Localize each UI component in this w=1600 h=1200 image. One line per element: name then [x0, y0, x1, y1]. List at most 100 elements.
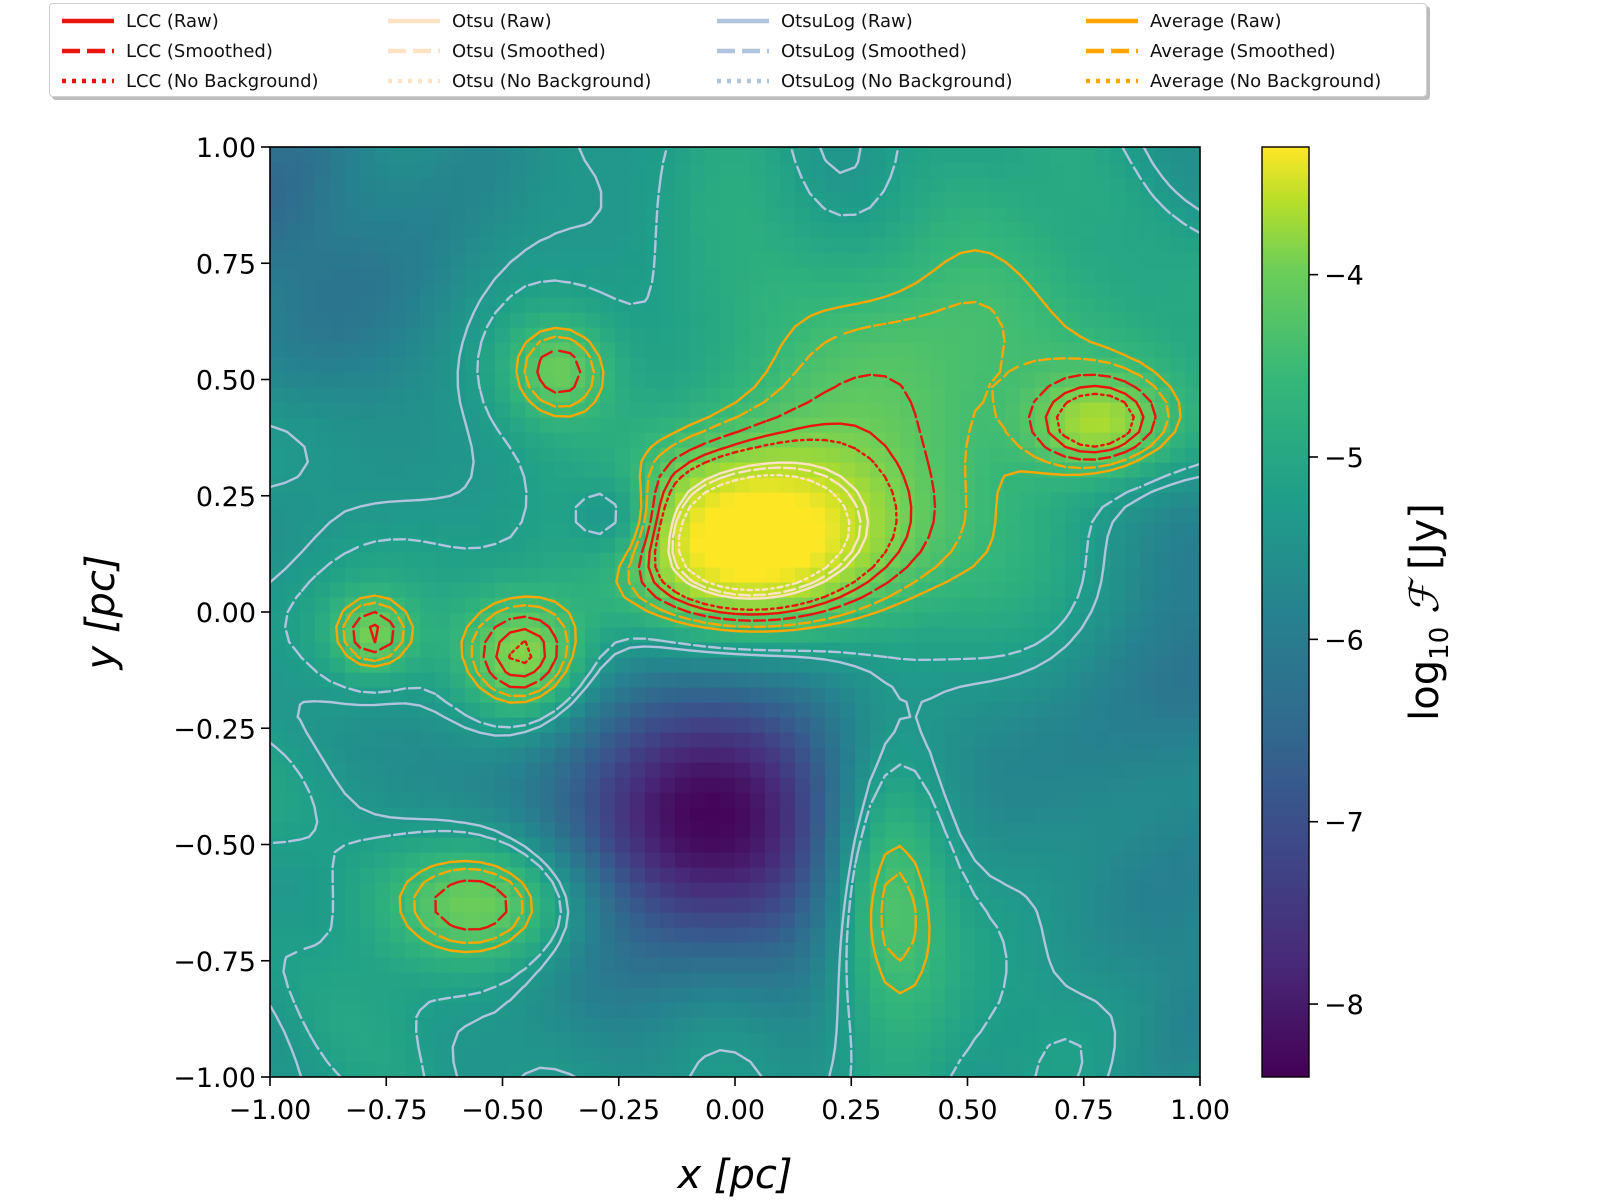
- heatmap-cell: [1020, 147, 1036, 163]
- heatmap-cell: [315, 537, 331, 553]
- heatmap-cell: [585, 237, 601, 253]
- heatmap-cell: [600, 912, 616, 928]
- heatmap-cell: [1065, 672, 1081, 688]
- heatmap-cell: [480, 627, 496, 643]
- heatmap-cell: [660, 747, 676, 763]
- heatmap-cell: [495, 372, 511, 388]
- heatmap-cell: [495, 717, 511, 733]
- heatmap-cell: [630, 402, 646, 418]
- heatmap-cell: [990, 957, 1006, 973]
- heatmap-cell: [480, 162, 496, 178]
- heatmap-cell: [585, 657, 601, 673]
- heatmap-cell: [435, 747, 451, 763]
- heatmap-cell: [975, 852, 991, 868]
- heatmap-cell: [900, 417, 916, 433]
- heatmap-cell: [1020, 237, 1036, 253]
- heatmap-cell: [645, 1032, 661, 1048]
- heatmap-cell: [975, 972, 991, 988]
- heatmap-cell: [780, 597, 796, 613]
- heatmap-cell: [780, 822, 796, 838]
- heatmap-cell: [285, 642, 301, 658]
- heatmap-cell: [870, 657, 886, 673]
- heatmap-cell: [1140, 762, 1156, 778]
- heatmap-cell: [735, 867, 751, 883]
- heatmap-cell: [900, 882, 916, 898]
- heatmap-cell: [855, 972, 871, 988]
- heatmap-cell: [930, 402, 946, 418]
- heatmap-cell: [735, 342, 751, 358]
- heatmap-cell: [1140, 462, 1156, 478]
- heatmap-cell: [1140, 1002, 1156, 1018]
- heatmap-cell: [1155, 777, 1171, 793]
- heatmap-cell: [945, 957, 961, 973]
- heatmap-cell: [330, 192, 346, 208]
- heatmap-cell: [450, 417, 466, 433]
- heatmap-cell: [1005, 342, 1021, 358]
- heatmap-cell: [1140, 792, 1156, 808]
- heatmap-cell: [915, 762, 931, 778]
- heatmap-cell: [855, 402, 871, 418]
- heatmap-cell: [1185, 432, 1200, 448]
- heatmap-cell: [960, 792, 976, 808]
- heatmap-cell: [1035, 147, 1051, 163]
- heatmap-cell: [990, 552, 1006, 568]
- heatmap-cell: [780, 1002, 796, 1018]
- heatmap-cell: [390, 702, 406, 718]
- heatmap-cell: [450, 522, 466, 538]
- heatmap-cell: [390, 897, 406, 913]
- heatmap-cell: [750, 762, 766, 778]
- heatmap-cell: [270, 372, 286, 388]
- heatmap-cell: [1005, 612, 1021, 628]
- heatmap-cell: [1080, 162, 1096, 178]
- heatmap-cell: [300, 582, 316, 598]
- heatmap-cell: [825, 732, 841, 748]
- heatmap-cell: [1050, 342, 1066, 358]
- heatmap-cell: [1005, 1047, 1021, 1063]
- heatmap-cell: [1035, 972, 1051, 988]
- heatmap-cell: [1095, 1062, 1111, 1077]
- heatmap-cell: [1125, 552, 1141, 568]
- heatmap-cell: [960, 177, 976, 193]
- heatmap-cell: [510, 747, 526, 763]
- heatmap-cell: [1185, 612, 1200, 628]
- heatmap-cell: [615, 942, 631, 958]
- heatmap-cell: [525, 432, 541, 448]
- heatmap-cell: [345, 177, 361, 193]
- heatmap-cell: [975, 372, 991, 388]
- heatmap-cell: [345, 447, 361, 463]
- heatmap-cell: [1155, 387, 1171, 403]
- heatmap-cell: [390, 357, 406, 373]
- heatmap-cell: [615, 927, 631, 943]
- heatmap-cell: [645, 762, 661, 778]
- heatmap-cell: [1170, 252, 1186, 268]
- heatmap-cell: [945, 342, 961, 358]
- heatmap-cell: [1065, 1062, 1081, 1077]
- heatmap-cell: [375, 417, 391, 433]
- heatmap-cell: [405, 552, 421, 568]
- heatmap-cell: [960, 732, 976, 748]
- heatmap-cell: [780, 687, 796, 703]
- heatmap-cell: [810, 207, 826, 223]
- heatmap-cell: [270, 432, 286, 448]
- heatmap-cell: [825, 402, 841, 418]
- heatmap-cell: [690, 747, 706, 763]
- heatmap-cell: [780, 522, 796, 538]
- heatmap-cell: [705, 717, 721, 733]
- heatmap-cell: [525, 792, 541, 808]
- heatmap-cell: [435, 837, 451, 853]
- heatmap-cell: [810, 807, 826, 823]
- heatmap-cell: [315, 897, 331, 913]
- heatmap-cell: [495, 852, 511, 868]
- heatmap-cell: [555, 942, 571, 958]
- heatmap-cell: [690, 507, 706, 523]
- heatmap-cell: [375, 717, 391, 733]
- heatmap-cell: [1140, 942, 1156, 958]
- heatmap-cell: [570, 912, 586, 928]
- heatmap-cell: [1005, 1017, 1021, 1033]
- heatmap-cell: [1110, 927, 1126, 943]
- heatmap-cell: [375, 162, 391, 178]
- heatmap-cell: [585, 252, 601, 268]
- heatmap-cell: [1155, 237, 1171, 253]
- heatmap-cell: [1050, 297, 1066, 313]
